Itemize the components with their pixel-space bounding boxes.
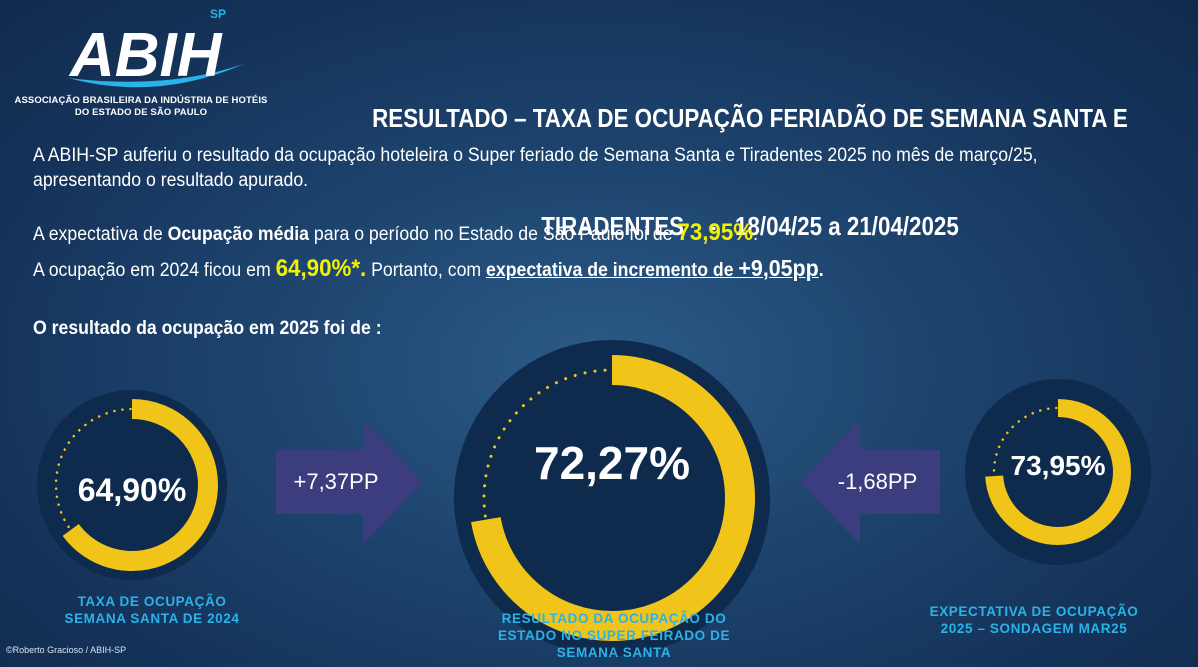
- logo-subtitle-line2: DO ESTADO DE SÃO PAULO: [74, 107, 208, 118]
- expectation-bold: Ocupação média: [167, 224, 310, 245]
- increment-label: expectativa de incremento de: [486, 260, 739, 281]
- gauge-expectation-value: 73,95%: [1010, 450, 1106, 481]
- caption-result-line1: RESULTADO DA OCUPAÇÃO DO: [501, 611, 727, 626]
- gauge-result-value: 72,27%: [533, 437, 690, 489]
- caption-result: RESULTADO DA OCUPAÇÃO DO ESTADO NO SUPER…: [486, 610, 742, 661]
- title-line2: TIRADENTES - 18/04/25 a 21/04/2025: [541, 211, 959, 241]
- caption-expectation-line2: 2025 – SONDAGEM MAR25: [940, 621, 1128, 636]
- comparison-part2: Portanto, com: [366, 260, 487, 281]
- page-title: RESULTADO – TAXA DE OCUPAÇÃO FERIADÃO DE…: [363, 28, 1137, 280]
- decrease-label: -1,68PP: [837, 469, 918, 494]
- gauge-2024: [37, 390, 227, 580]
- expectation-line: A expectativa de Ocupação média para o p…: [33, 220, 758, 247]
- gauge-result-disc: [454, 340, 770, 656]
- gauge-2024-value: 64,90%: [77, 472, 187, 508]
- increment-text: expectativa de incremento de +9,05pp: [486, 256, 819, 282]
- intro-line1: A ABIH-SP auferiu o resultado da ocupaçã…: [33, 145, 1038, 166]
- caption-2024: TAXA DE OCUPAÇÃO SEMANA SANTA DE 2024: [42, 593, 262, 627]
- caption-result-line2: ESTADO NO SUPER FEIRADO DE: [497, 628, 731, 643]
- comparison-end: .: [818, 260, 824, 281]
- expectation-end: .: [753, 224, 759, 245]
- comparison-line: A ocupação em 2024 ficou em 64,90%*. Por…: [33, 256, 824, 283]
- result-title: O resultado da ocupação em 2025 foi de :: [33, 318, 382, 339]
- logo-brand: ABIH: [68, 21, 223, 90]
- gauge-expectation: [965, 379, 1151, 565]
- logo-subtitle-line1: ASSOCIAÇÃO BRASILEIRA DA INDÚSTRIA DE HO…: [14, 95, 268, 106]
- gauge-2024-ring: [46, 399, 218, 571]
- caption-expectation: EXPECTATIVA DE OCUPAÇÃO 2025 – SONDAGEM …: [916, 603, 1152, 637]
- gauge-expectation-ring: [985, 399, 1131, 545]
- credit: ©Roberto Gracioso / ABIH-SP: [6, 645, 127, 655]
- comparison-part1: A ocupação em 2024 ficou em: [33, 260, 276, 281]
- gauge-result-ring: [469, 355, 755, 641]
- gauge-result-2025: [454, 340, 770, 656]
- increase-label: +7,37PP: [293, 469, 379, 494]
- comparison-value: 64,90%*.: [275, 255, 367, 282]
- increment-value: +9,05pp: [738, 255, 819, 281]
- caption-expectation-line1: EXPECTATIVA DE OCUPAÇÃO: [929, 604, 1139, 619]
- title-line1: RESULTADO – TAXA DE OCUPAÇÃO FERIADÃO DE…: [372, 103, 1128, 133]
- decrease-arrow: [800, 420, 940, 544]
- caption-result-line3: SEMANA SANTA: [556, 645, 672, 660]
- caption-2024-line2: SEMANA SANTA DE 2024: [64, 611, 240, 626]
- intro-line2: apresentando o resultado apurado.: [33, 170, 309, 191]
- expectation-part2: para o período no Estado de São Paulo fo…: [309, 224, 678, 245]
- abih-logo: ABIH SP: [68, 7, 244, 90]
- logo-superscript: SP: [210, 7, 226, 21]
- intro-paragraph: A ABIH-SP auferiu o resultado da ocupaçã…: [33, 143, 1038, 193]
- logo-swoosh: [68, 64, 244, 88]
- caption-2024-line1: TAXA DE OCUPAÇÃO: [77, 594, 227, 609]
- expectation-value: 73,95%: [677, 219, 754, 246]
- increase-arrow: [276, 420, 423, 544]
- expectation-part1: A expectativa de: [33, 224, 168, 245]
- logo-subtitle: ASSOCIAÇÃO BRASILEIRA DA INDÚSTRIA DE HO…: [6, 95, 276, 119]
